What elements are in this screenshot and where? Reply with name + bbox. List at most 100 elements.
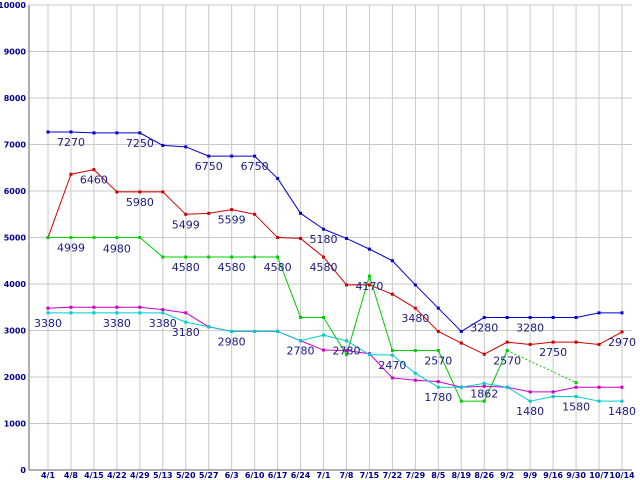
series-5-point — [92, 311, 96, 315]
data-label: 2570 — [493, 354, 521, 367]
y-tick-label: 10000 — [0, 1, 26, 10]
series-5-point — [505, 385, 509, 389]
series-5-segment — [392, 354, 416, 374]
data-label: 5180 — [310, 233, 338, 246]
series-1-point — [574, 315, 578, 319]
y-tick-label: 4000 — [4, 280, 27, 289]
series-3-point — [276, 255, 280, 259]
x-tick-label: 4/15 — [84, 471, 104, 480]
series-4-segment — [162, 309, 186, 314]
data-label: 2980 — [218, 335, 246, 348]
data-label: 4580 — [172, 261, 200, 274]
series-3-point — [230, 255, 234, 259]
series-2-segment — [530, 341, 554, 345]
series-2-segment — [300, 238, 324, 258]
series-4-segment — [392, 377, 416, 381]
series-2-point — [505, 340, 509, 344]
series-2-segment — [70, 169, 95, 175]
series-1-point — [92, 131, 96, 135]
series-4-segment — [185, 312, 209, 328]
series-3-point — [115, 236, 119, 240]
series-3-point — [344, 353, 348, 357]
data-label: 3280 — [516, 321, 544, 334]
series-5-point — [253, 329, 257, 333]
series-2-point — [184, 212, 188, 216]
data-label: 7270 — [57, 136, 85, 149]
series-2-point — [436, 329, 440, 333]
series-2-segment — [254, 213, 278, 238]
data-label: 4580 — [218, 261, 246, 274]
data-label: 3480 — [401, 312, 429, 325]
series-1-point — [620, 311, 624, 315]
y-tick-label: 3000 — [4, 327, 27, 336]
series-1-point — [161, 143, 165, 147]
series-4-point — [322, 348, 326, 352]
series-4-point — [597, 385, 601, 389]
x-tick-label: 8/19 — [451, 471, 471, 480]
series-1-segment — [415, 284, 439, 309]
series-2-segment — [47, 174, 72, 238]
data-label: 4170 — [355, 280, 383, 293]
data-label: 2470 — [378, 359, 406, 372]
data-label: 4980 — [103, 242, 131, 255]
series-1-point — [138, 131, 142, 135]
series-2-segment — [598, 331, 623, 345]
data-label: 4580 — [310, 261, 338, 274]
series-3-point — [574, 381, 578, 385]
series-4-segment — [300, 340, 324, 351]
series-5-point — [276, 329, 280, 333]
data-label: 2750 — [539, 346, 567, 359]
series-5-point — [459, 385, 463, 389]
series-5-segment — [162, 312, 186, 323]
series-1-segment — [300, 212, 324, 230]
series-3-point — [46, 236, 50, 240]
series-4-segment — [47, 306, 71, 309]
series-4-point — [574, 385, 578, 389]
series-2-segment — [507, 341, 531, 345]
series-5-point — [436, 385, 440, 389]
series-4-point — [161, 308, 165, 312]
series-1-segment — [277, 178, 301, 214]
data-label: 3380 — [149, 317, 177, 330]
series-1-segment — [392, 260, 416, 286]
series-2-point — [574, 340, 578, 344]
data-label: 5599 — [218, 214, 246, 227]
data-label: 2570 — [424, 354, 452, 367]
series-3-point — [413, 348, 417, 352]
series-2-segment — [93, 169, 118, 193]
x-tick-label: 4/22 — [107, 471, 127, 480]
series-4-point — [92, 305, 96, 309]
series-1-segment — [162, 144, 186, 148]
x-tick-label: 8/5 — [431, 471, 445, 480]
series-1-point — [322, 227, 326, 231]
data-label: 4999 — [57, 242, 85, 255]
series-3-segment — [437, 350, 462, 402]
series-2-point — [69, 172, 73, 176]
series-5-segment — [300, 334, 324, 342]
series-3-point — [459, 399, 463, 403]
y-tick-label: 5000 — [4, 234, 27, 243]
series-2-point — [207, 211, 211, 215]
series-2-segment — [576, 341, 600, 345]
series-3-point — [367, 274, 371, 278]
data-label: 3380 — [34, 317, 62, 330]
series-1-segment — [346, 237, 370, 250]
series-5-point — [138, 311, 142, 315]
series-4-point — [482, 384, 486, 388]
series-4-point — [69, 305, 73, 309]
data-label: 1780 — [424, 391, 452, 404]
series-1-point — [528, 315, 532, 319]
series-4-point — [184, 311, 188, 315]
series-1-point — [597, 311, 601, 315]
x-tick-label: 9/30 — [566, 471, 586, 480]
series-2-point — [528, 342, 532, 346]
series-3-segment — [506, 350, 577, 384]
y-tick-label: 2000 — [4, 373, 27, 382]
series-1-point — [390, 259, 394, 263]
series-2-point — [230, 208, 234, 212]
series-3-segment — [139, 237, 164, 258]
data-label: 7250 — [126, 137, 154, 150]
series-4-point — [413, 378, 417, 382]
series-1-point — [299, 211, 303, 215]
